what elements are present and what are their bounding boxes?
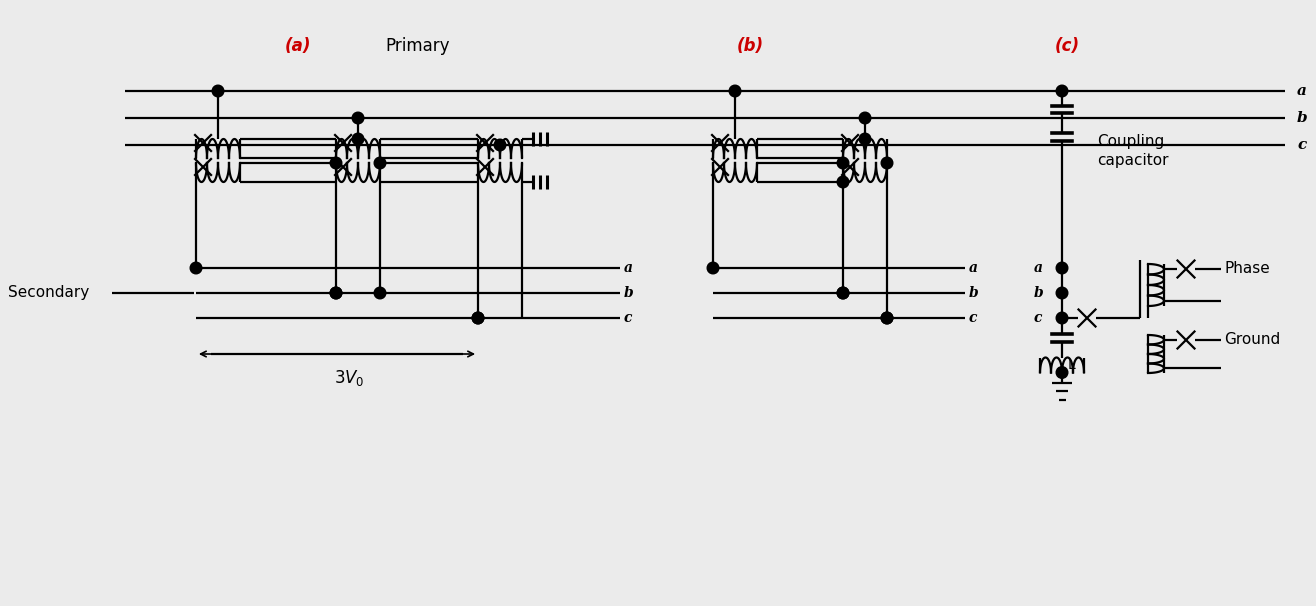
Text: (a): (a) [284,37,312,55]
Circle shape [882,157,892,169]
Circle shape [837,287,849,299]
Circle shape [837,176,849,188]
Circle shape [330,287,342,299]
Circle shape [1057,262,1067,274]
Text: Secondary: Secondary [8,285,89,301]
Circle shape [353,133,363,145]
Circle shape [330,157,342,169]
Circle shape [859,133,871,145]
Text: c: c [1298,138,1307,152]
Circle shape [1057,85,1067,97]
Circle shape [837,287,849,299]
Text: Coupling
capacitor: Coupling capacitor [1098,133,1169,168]
Circle shape [837,157,849,169]
Circle shape [1057,312,1067,324]
Circle shape [1057,367,1067,378]
Circle shape [472,312,484,324]
Text: a: a [624,261,633,275]
Circle shape [353,112,363,124]
Circle shape [729,85,741,97]
Text: b: b [1034,286,1044,300]
Text: Ground: Ground [1224,333,1280,347]
Text: b: b [1298,111,1308,125]
Text: L: L [1069,358,1075,372]
Text: $3V_0$: $3V_0$ [334,368,365,388]
Text: c: c [1034,311,1042,325]
Circle shape [495,139,505,151]
Text: a: a [1298,84,1307,98]
Circle shape [707,262,719,274]
Circle shape [374,287,386,299]
Text: a: a [1034,261,1044,275]
Circle shape [330,287,342,299]
Text: Phase: Phase [1224,262,1270,276]
Text: (c): (c) [1054,37,1079,55]
Text: a: a [969,261,978,275]
Text: (b): (b) [737,37,763,55]
Text: Primary: Primary [386,37,450,55]
Circle shape [1057,287,1067,299]
Text: c: c [969,311,978,325]
Text: b: b [969,286,979,300]
Text: b: b [624,286,634,300]
Text: c: c [624,311,633,325]
Circle shape [191,262,201,274]
Circle shape [859,112,871,124]
Circle shape [212,85,224,97]
Circle shape [882,312,892,324]
Circle shape [472,312,484,324]
Circle shape [374,157,386,169]
Circle shape [882,312,892,324]
